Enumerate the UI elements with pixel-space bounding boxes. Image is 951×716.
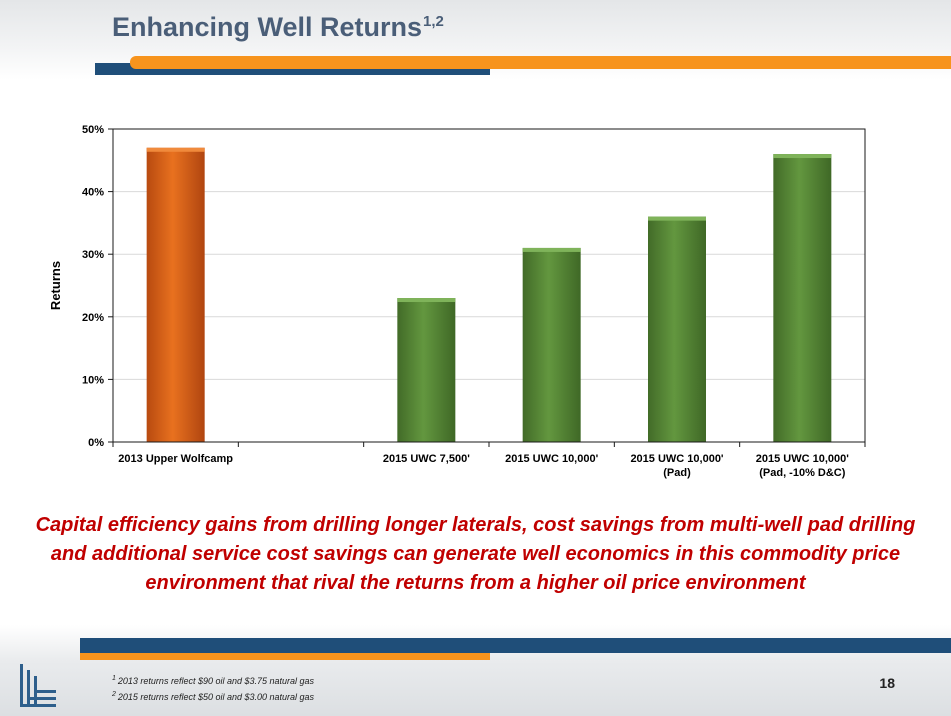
company-logo xyxy=(20,664,56,707)
bar-top-highlight xyxy=(522,247,581,252)
footnote-text: 2013 returns reflect $90 oil and $3.75 n… xyxy=(117,676,315,686)
x-tick-label: (Pad) xyxy=(663,467,691,479)
y-tick-label: 10% xyxy=(82,374,104,386)
bar-top-highlight xyxy=(146,147,205,152)
bar xyxy=(522,247,581,442)
y-tick-label: 30% xyxy=(82,249,104,261)
footnote-mark: 2 xyxy=(112,691,116,698)
x-tick-label: 2015 UWC 7,500' xyxy=(383,453,470,465)
key-message: Capital efficiency gains from drilling l… xyxy=(35,514,916,594)
y-tick-label: 40% xyxy=(82,187,104,199)
x-tick-label: 2013 Upper Wolfcamp xyxy=(118,453,233,465)
slide-title-text: Enhancing Well Returns xyxy=(112,12,423,42)
slide-title: Enhancing Well Returns1,2 xyxy=(112,12,444,43)
footnote-2: 2 2015 returns reflect $50 oil and $3.00 … xyxy=(112,688,314,704)
y-tick-label: 50% xyxy=(82,124,104,136)
x-tick-label: 2015 UWC 10,000' xyxy=(756,453,849,465)
y-tick-label: 0% xyxy=(88,437,104,449)
plot-area-frame xyxy=(112,128,866,443)
title-superscript: 1,2 xyxy=(423,13,444,30)
bar xyxy=(773,154,832,443)
bar-top-highlight xyxy=(648,216,706,221)
y-axis-label: Returns xyxy=(48,261,63,310)
footer-orange-stripe xyxy=(80,653,490,660)
footnote-text: 2015 returns reflect $50 oil and $3.00 n… xyxy=(117,692,315,702)
chart-gridlines xyxy=(113,191,865,380)
bar xyxy=(146,147,205,442)
returns-bar-chart: 0%10%20%30%40%50% 2013 Upper Wolfcamp 201… xyxy=(48,124,866,479)
chart-bars xyxy=(146,147,832,443)
y-tick-label: 20% xyxy=(82,312,104,324)
bar-top-highlight xyxy=(773,154,832,159)
header-orange-stripe xyxy=(130,56,951,69)
bar-top-highlight xyxy=(397,298,456,303)
page-number: 18 xyxy=(879,675,895,691)
x-tick-label: 2015 UWC 10,000' xyxy=(630,453,723,465)
bar xyxy=(648,216,706,442)
x-tick-label: 2015 UWC 10,000' xyxy=(505,453,598,465)
x-tick-label: (Pad, -10% D&C) xyxy=(759,467,846,479)
footnote-mark: 1 xyxy=(112,675,116,682)
footnotes: 1 2013 returns reflect $90 oil and $3.75 … xyxy=(112,672,314,704)
footnote-1: 1 2013 returns reflect $90 oil and $3.75 … xyxy=(112,672,314,688)
x-axis-ticks: 2013 Upper Wolfcamp 2015 UWC 7,500' 2015 U… xyxy=(112,442,866,479)
footer-navy-stripe xyxy=(80,638,951,653)
y-axis-ticks: 0% 10% 20% 30% 40% 50% xyxy=(82,124,113,449)
bar xyxy=(397,298,456,442)
